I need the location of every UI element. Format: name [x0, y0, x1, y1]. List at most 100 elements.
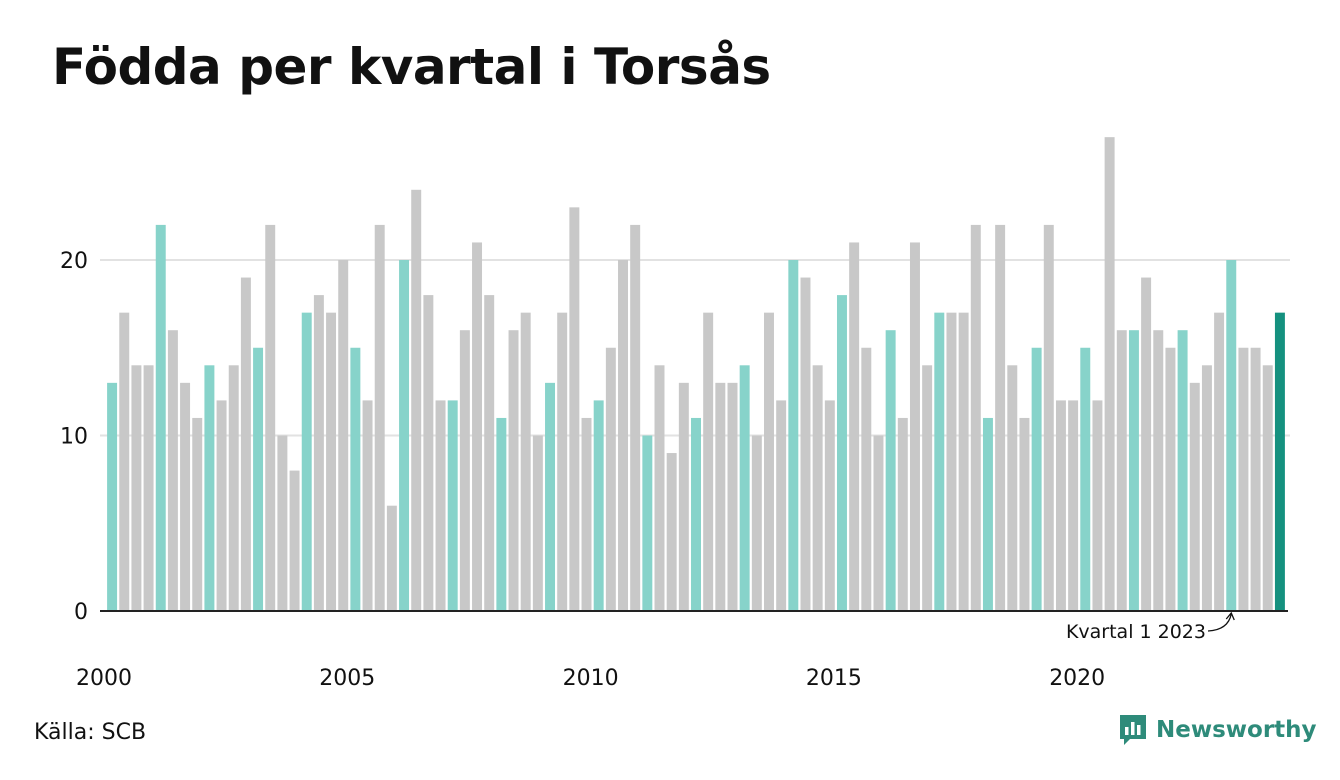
bar: [958, 312, 969, 611]
bar: [119, 312, 130, 611]
bar: [764, 312, 774, 611]
bar: [836, 295, 847, 611]
bar: [459, 330, 470, 611]
bar: [1019, 417, 1030, 611]
bar: [982, 417, 993, 611]
bar: [751, 435, 762, 611]
bar: [240, 277, 251, 611]
bar: [253, 347, 264, 611]
bar: [800, 277, 811, 611]
bar: [946, 312, 957, 611]
bar: [1007, 365, 1018, 611]
bar: [107, 382, 118, 611]
bar: [934, 312, 945, 611]
bar: [362, 400, 373, 611]
newsworthy-logo-icon: [1120, 715, 1146, 745]
bar: [727, 382, 738, 611]
bar: [520, 312, 531, 611]
annotation-arrow: [1207, 613, 1232, 632]
x-tick-label: 2005: [319, 666, 375, 691]
bar: [715, 382, 726, 611]
bar: [1214, 312, 1225, 611]
bar: [496, 417, 507, 611]
annotation: Kvartal 1 2023: [1066, 611, 1235, 643]
bar: [301, 312, 312, 611]
x-tick-label: 2010: [563, 666, 619, 691]
bar: [1250, 347, 1261, 611]
bar: [1153, 330, 1164, 611]
bar: [277, 435, 288, 611]
bar: [374, 224, 385, 611]
bar: [338, 260, 349, 611]
chart-title: Födda per kvartal i Torsås: [52, 38, 771, 96]
bar: [922, 365, 933, 611]
bar: [484, 295, 495, 611]
bar: [849, 242, 860, 611]
tick-labels: 0 10 20 2000 2005 2010 2015 2020: [60, 249, 1105, 691]
bar: [155, 224, 166, 611]
brand-name: Newsworthy: [1156, 717, 1317, 743]
bar: [1189, 382, 1200, 611]
bar: [703, 312, 714, 611]
bar: [1274, 312, 1285, 611]
bar: [228, 365, 239, 611]
y-tick-label: 10: [60, 425, 88, 450]
bar: [812, 365, 823, 611]
bar: [192, 417, 203, 611]
bar: [630, 224, 641, 611]
bar: [666, 453, 677, 611]
bar: [411, 189, 422, 612]
bar: [1141, 277, 1152, 611]
bar: [1177, 330, 1188, 611]
bars: [107, 137, 1285, 612]
y-tick-label: 0: [74, 600, 88, 625]
x-tick-label: 2015: [806, 666, 862, 691]
bar: [885, 330, 896, 611]
bar: [970, 224, 981, 611]
bar: [1104, 137, 1115, 611]
bar: [532, 435, 543, 611]
bar: [216, 400, 227, 611]
bar: [386, 505, 397, 611]
bar: [618, 260, 628, 611]
bar: [788, 260, 799, 611]
bar: [1165, 347, 1176, 611]
bar: [654, 365, 665, 611]
brand-logo: Newsworthy: [1118, 713, 1317, 747]
x-tick-label: 2000: [76, 666, 132, 691]
bar: [545, 382, 556, 611]
bar: [642, 435, 653, 611]
bar: [1092, 400, 1103, 611]
annotation-label: Kvartal 1 2023: [1066, 621, 1206, 643]
source-text: Källa: SCB: [34, 720, 147, 745]
x-tick-label: 2020: [1049, 666, 1105, 691]
bar: [1043, 224, 1054, 611]
bar: [678, 382, 689, 611]
bar: [581, 417, 592, 611]
bar: [995, 224, 1006, 611]
bar: [593, 400, 604, 611]
bar: [423, 295, 434, 611]
bar: [180, 382, 191, 611]
bar: [350, 347, 361, 611]
bar: [472, 242, 483, 611]
bar: [824, 400, 835, 611]
bar: [1116, 330, 1127, 611]
bar: [313, 295, 324, 611]
bar: [167, 330, 178, 611]
bar: [204, 365, 215, 611]
bar: [569, 207, 580, 611]
bar: [691, 417, 701, 611]
bar: [861, 347, 872, 611]
bar: [326, 312, 337, 611]
bar: [1068, 400, 1079, 611]
bar: [447, 400, 458, 611]
bar: [897, 417, 908, 611]
bar: [265, 224, 276, 611]
bar: [435, 400, 446, 611]
bar: [1055, 400, 1066, 611]
bar: [143, 365, 154, 611]
bar: [776, 400, 787, 611]
bar: [1128, 330, 1139, 611]
